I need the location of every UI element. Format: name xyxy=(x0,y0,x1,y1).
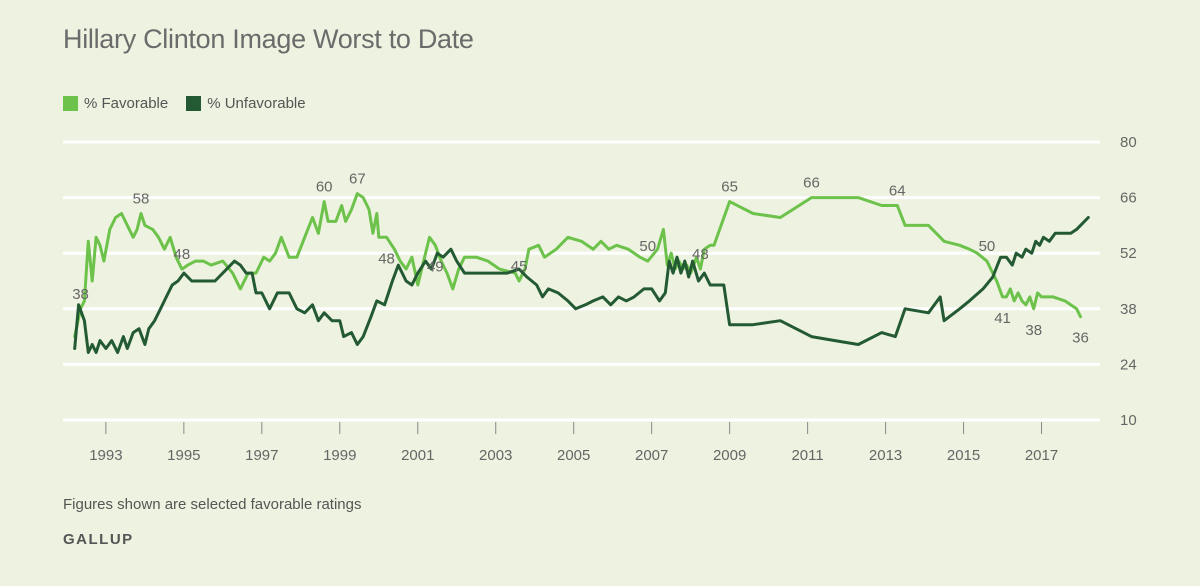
x-tick-label-2015: 2015 xyxy=(947,447,980,464)
legend-label-unfavorable: % Unfavorable xyxy=(207,95,306,112)
data-label-13: 50 xyxy=(979,238,996,255)
data-label-10: 65 xyxy=(721,179,738,196)
x-tick-label-2007: 2007 xyxy=(635,447,668,464)
data-label-3: 60 xyxy=(316,179,333,196)
data-label-1: 58 xyxy=(133,190,150,207)
series-unfavorable-line xyxy=(73,216,1090,354)
data-label-8: 50 xyxy=(639,238,656,255)
footnote: Figures shown are selected favorable rat… xyxy=(63,496,362,513)
data-label-11: 66 xyxy=(803,175,820,192)
x-tick-label-1997: 1997 xyxy=(245,447,278,464)
legend-item-favorable: % Favorable xyxy=(63,95,168,112)
x-tick-label-2009: 2009 xyxy=(713,447,746,464)
y-tick-label-80: 80 xyxy=(1120,134,1137,151)
data-label-14: 41 xyxy=(994,310,1011,327)
legend-swatch-favorable xyxy=(63,96,78,111)
data-label-2: 48 xyxy=(174,246,191,263)
y-tick-label-52: 52 xyxy=(1120,245,1137,262)
series-favorable-line xyxy=(73,192,1082,339)
x-tick-label-2001: 2001 xyxy=(401,447,434,464)
y-tick-label-24: 24 xyxy=(1120,356,1137,373)
x-tick-label-1995: 1995 xyxy=(167,447,200,464)
legend: % Favorable % Unfavorable xyxy=(63,95,324,112)
x-tick-label-2011: 2011 xyxy=(791,447,823,464)
y-tick-label-10: 10 xyxy=(1120,412,1137,429)
x-tick-label-2005: 2005 xyxy=(557,447,590,464)
data-label-7: 45 xyxy=(511,258,528,275)
y-tick-label-66: 66 xyxy=(1120,190,1137,207)
x-tick-label-1999: 1999 xyxy=(323,447,356,464)
data-label-12: 64 xyxy=(889,183,906,200)
x-tick-label-2003: 2003 xyxy=(479,447,512,464)
legend-swatch-unfavorable xyxy=(186,96,202,111)
source-label: GALLUP xyxy=(63,531,134,548)
data-label-9: 48 xyxy=(692,246,709,263)
x-tick-label-2013: 2013 xyxy=(869,447,902,464)
x-tick-label-1993: 1993 xyxy=(89,447,122,464)
data-label-5: 48 xyxy=(378,250,395,267)
data-label-6: 49 xyxy=(427,258,444,275)
chart-title: Hillary Clinton Image Worst to Date xyxy=(63,24,474,54)
data-label-0: 38 xyxy=(72,286,89,303)
data-label-15: 38 xyxy=(1025,322,1042,339)
y-tick-label-38: 38 xyxy=(1120,301,1137,318)
data-label-4: 67 xyxy=(349,171,366,188)
x-tick-label-2017: 2017 xyxy=(1025,447,1058,464)
data-label-16: 36 xyxy=(1072,330,1089,347)
legend-label-favorable: % Favorable xyxy=(84,95,169,112)
legend-item-unfavorable: % Unfavorable xyxy=(186,95,306,112)
